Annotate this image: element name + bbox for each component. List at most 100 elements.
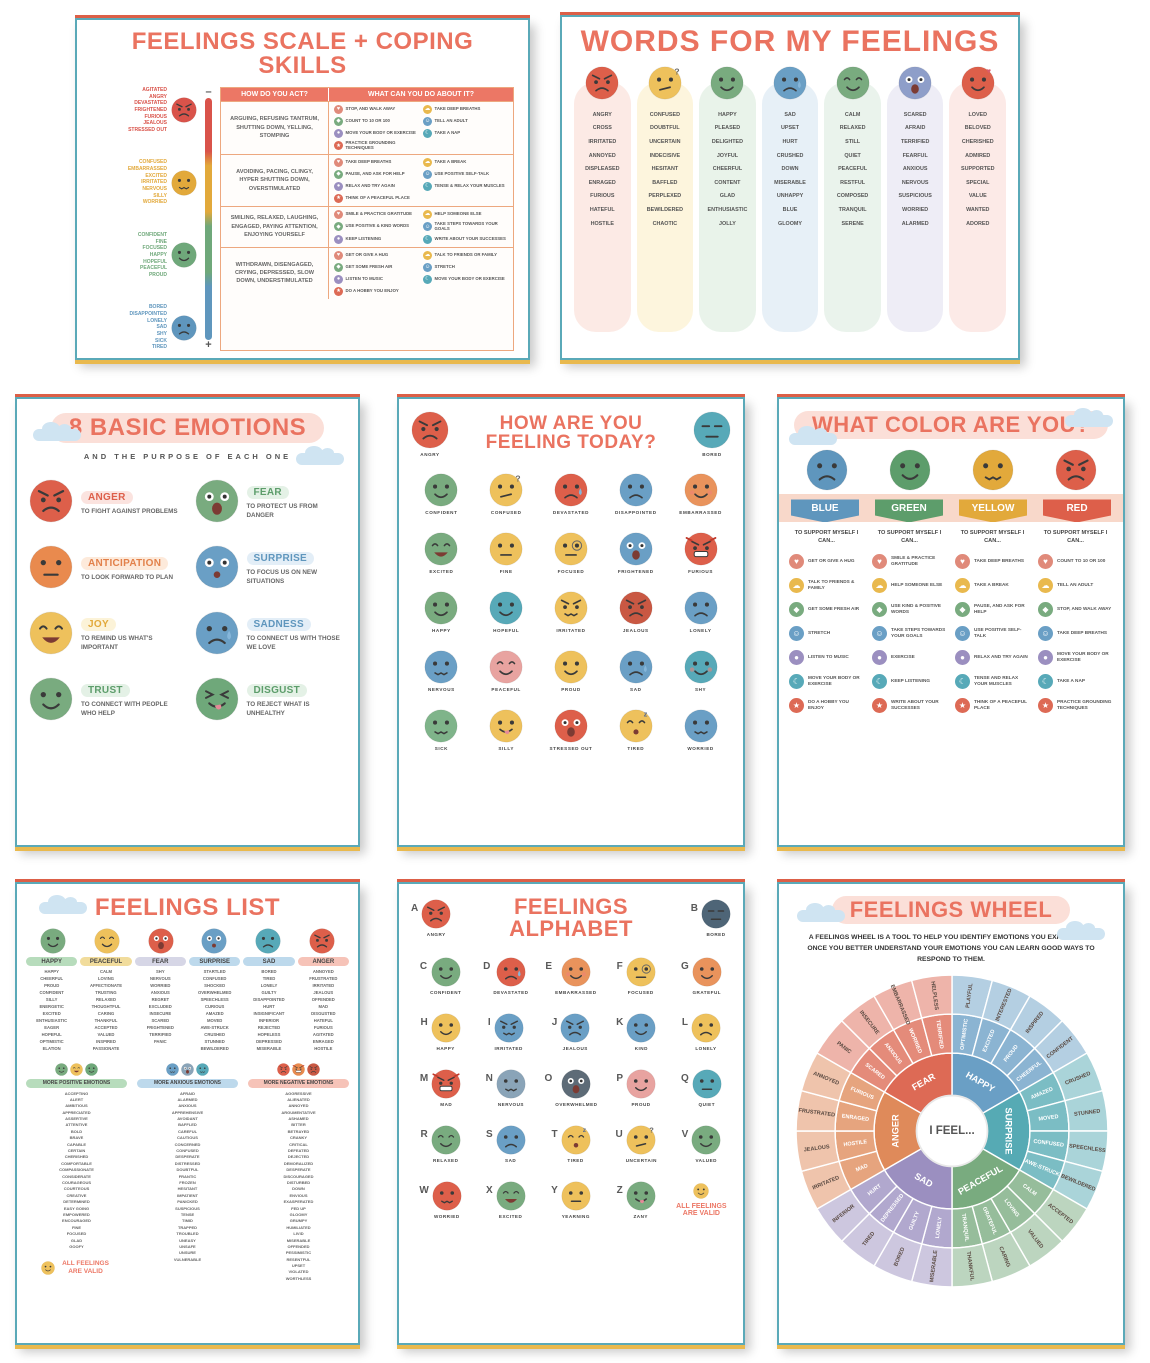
feeling-label: DEVASTATED	[552, 510, 590, 515]
feeling-word: CONFIDENT	[137, 231, 167, 238]
feeling-word: ADORED	[966, 220, 990, 227]
plus-sign: +	[205, 338, 212, 351]
feeling-word: PANICKED	[177, 1199, 198, 1205]
wheel-word-label: HOSTILE	[843, 1139, 868, 1148]
feelings-words: CONFUSED EMBARRASSED EXCITED IRRITATED NERVO…	[128, 159, 167, 205]
feeling-word: DOUBTFUL	[176, 1167, 199, 1173]
move-your-body-or-exercise-icon: ☾	[423, 274, 433, 284]
feeling-word: TERRIFIED	[149, 1031, 172, 1037]
feeling-item: FINE	[476, 532, 537, 574]
feeling-word: SHY	[156, 331, 167, 337]
support-item-label: EXERCISE	[891, 654, 915, 660]
emotion-name: TRUST	[81, 684, 130, 698]
letter-face-box: ? UNCERTAIN	[626, 1125, 657, 1163]
feeling-item: DISAPPOINTED	[605, 473, 666, 515]
emotion-item: ANGER TO FIGHT AGAINST PROBLEMS	[29, 479, 181, 523]
feelings-words: BORED DISAPPOINTED LONELY SAD SHY SICK TIRED	[129, 304, 167, 350]
feeling-word: IRRITATED	[141, 179, 167, 186]
feeling-word: ANGRY	[592, 111, 612, 118]
coping-skill-label: GET SOME FRESH AIR	[345, 263, 393, 269]
svg-text:z: z	[643, 710, 647, 719]
feelings-column: ANGER ANNOYED FRUSTRATED IRRITATED JEALOUS OF…	[297, 957, 349, 1052]
coping-skill: ◆ USE POSITIVE & KIND WORDS	[334, 222, 419, 232]
feeling-label: STRESSED OUT	[549, 746, 593, 751]
surprised-face-icon	[201, 928, 228, 955]
scared-face-icon	[898, 66, 932, 100]
coping-skill: ☺ TELL AN ADULT	[423, 116, 508, 126]
feeling-label: WORRIED	[433, 1213, 460, 1219]
letter-face-box: NERVOUS	[496, 1069, 526, 1107]
feeling-word: DOWN	[292, 1186, 305, 1192]
sleepy-face-icon: z	[560, 1125, 591, 1155]
stretch-icon: ☺	[789, 625, 804, 641]
emotion-item: DISGUST TO REJECT WHAT IS UNHEALTHY	[195, 677, 347, 721]
support-item: ☁ TAKE A BREAK	[955, 577, 1030, 593]
feeling-word: ARGUMENTATIVE	[281, 1109, 316, 1115]
feeling-word: ACCEPTING	[64, 1090, 89, 1096]
feeling-word: SILLY	[153, 192, 167, 199]
coping-cell: ♥ STOP, AND WALK AWAY ☁ TAKE DEEP BREATHS ◆ C…	[329, 102, 513, 154]
peaceful-face-icon	[836, 66, 870, 100]
feeling-word: IRRITATED	[588, 138, 617, 145]
svg-text:?: ?	[650, 1125, 655, 1134]
feeling-word: DEMORALIZED	[283, 1160, 314, 1166]
letter-label: H	[420, 1016, 428, 1028]
worried-face-icon	[166, 1062, 179, 1076]
emotion-item: JOY TO REMIND US WHAT'S IMPORTANT	[29, 611, 181, 655]
support-item-label: MOVE YOUR BODY OR EXERCISE	[1057, 651, 1109, 663]
feeling-item: FURIOUS	[670, 532, 731, 574]
faces-trio	[26, 1062, 127, 1076]
coping-skill: ☾ WRITE ABOUT YOUR SUCCESSES	[423, 234, 508, 244]
feeling-word: WORRIED	[142, 199, 167, 206]
feeling-word: JEALOUS	[143, 120, 167, 127]
feelings-words: AGITATED ANGRY DEVASTATED FRIGHTENED FURIOUS…	[128, 87, 167, 133]
feeling-label: FURIOUS	[688, 569, 714, 574]
feeling-label: EMBARRASSED	[679, 510, 722, 515]
feeling-word: MAD	[318, 1004, 329, 1010]
write-about-your-successes-icon: ★	[872, 697, 887, 713]
emotion-purpose: TO REJECT WHAT IS UNHEALTHY	[246, 701, 310, 717]
coping-skill-label: PAUSE, AND ASK FOR HELP	[345, 170, 405, 176]
feeling-word: FINE	[71, 1224, 82, 1230]
feeling-label: HOPEFUL	[493, 628, 520, 633]
support-item: ☺ STRETCH	[789, 625, 864, 641]
feeling-word: EMBARRASSED	[127, 166, 167, 173]
feeling-word: ENERGETIC	[39, 1004, 64, 1010]
feeling-word: BAFFLED	[178, 1122, 197, 1128]
feeling-label: FINE	[499, 569, 513, 574]
confused-face-icon: ?	[626, 1125, 656, 1155]
feeling-word: DISTURBED	[286, 1180, 311, 1185]
table-row: ARGUING, REFUSING TANTRUM, SHUTTING DOWN…	[221, 100, 513, 154]
emotion-name: FEAR	[246, 486, 289, 500]
cry-face-icon	[554, 473, 588, 507]
feeling-word: ANNOYED	[288, 1103, 309, 1109]
stop-and-walk-away-icon: ♥	[334, 104, 344, 114]
feeling-word: ATTENTIVE	[65, 1122, 88, 1128]
feeling-label: VALUED	[695, 1157, 717, 1163]
feeling-label: LONELY	[695, 1045, 717, 1051]
neutral-face-icon	[561, 1181, 591, 1211]
feeling-word: LONELY	[147, 317, 167, 324]
count-to-10-or-100-icon: ◆	[334, 116, 344, 126]
feeling-word: VULNERABLE	[173, 1256, 202, 1262]
feelings-column: PEACEFUL CALM LOVING AFFECTIONATE TRUSTING RE…	[80, 957, 132, 1052]
feeling-word: CRUSHED	[776, 152, 804, 159]
column-header-how-do-you-act: HOW DO YOU ACT?	[221, 87, 330, 101]
sad-face-icon	[691, 1013, 721, 1043]
happy-face-icon	[710, 66, 745, 100]
sleepy-face-icon: z	[619, 709, 653, 743]
poster-title: FEELINGS ALPHABET	[451, 895, 691, 941]
poster-feelings-list: FEELINGS LIST HAPPY HAPPY CHEERFUL PROUD CON…	[15, 882, 360, 1345]
letter-face-box: EMBARRASSED	[555, 957, 597, 995]
coping-skill: ◆ GET SOME FRESH AIR	[334, 262, 419, 272]
happy-face-icon	[85, 1062, 98, 1076]
feeling-word: CRUSHED	[204, 1031, 226, 1037]
wheel-word-label: LONELY	[935, 1216, 944, 1239]
take-a-nap-icon: ☾	[423, 128, 433, 138]
emotion-item: TRUST TO CONNECT WITH PEOPLE WHO HELP	[29, 677, 181, 721]
feeling-word: SUPPORTED	[960, 166, 995, 173]
coping-skill: ★ PRACTICE GROUNDING TECHNIQUES	[334, 140, 419, 151]
feeling-label: ZANY	[633, 1213, 648, 1219]
support-item: ♥ GET OR GIVE A HUG	[789, 553, 864, 569]
bored-feeling-item: BORED	[693, 411, 731, 457]
